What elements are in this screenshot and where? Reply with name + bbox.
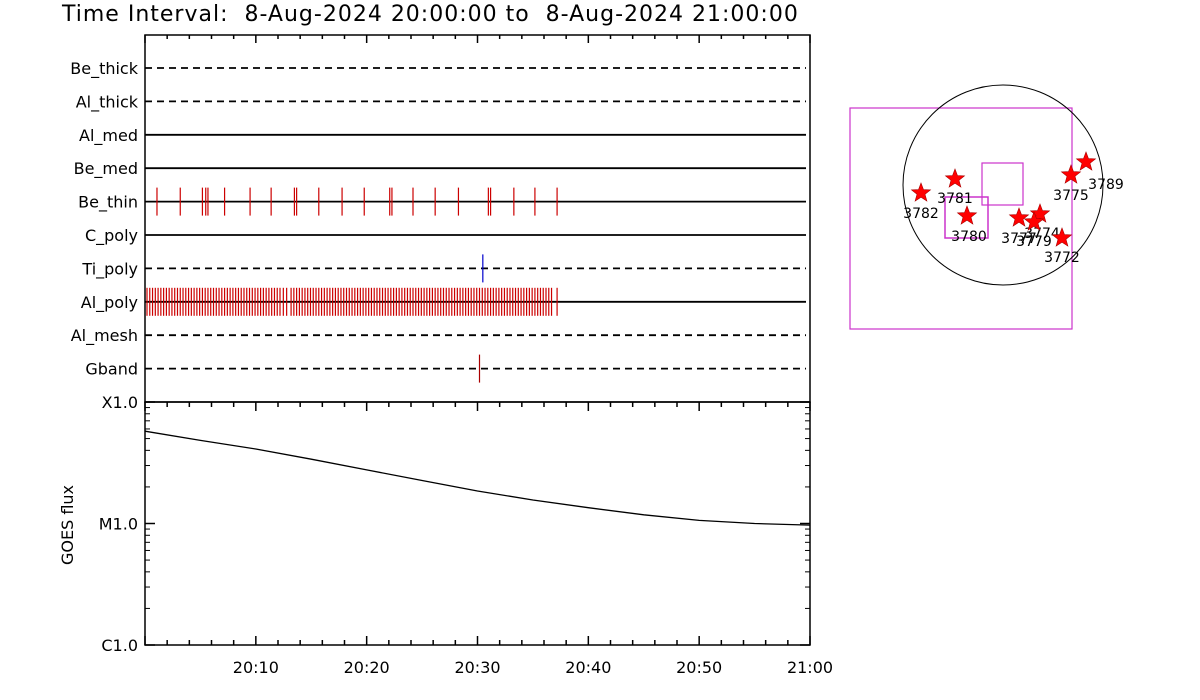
y-tick-label: M1.0 — [99, 515, 138, 534]
timeline-frame — [144, 34, 811, 403]
channel-label-gband: Gband — [85, 360, 138, 379]
active-region-star — [1075, 151, 1097, 171]
y-tick-label: X1.0 — [102, 393, 138, 412]
channel-label-be-med: Be_med — [74, 159, 138, 179]
x-tick-label: 20:10 — [233, 658, 279, 677]
field-of-view-box — [849, 107, 1073, 330]
active-region-star — [910, 182, 932, 202]
channel-label-al-mesh: Al_mesh — [71, 326, 138, 346]
active-region-star — [944, 168, 966, 188]
solar-limb-circle — [902, 84, 1104, 286]
goes-flux-line — [144, 430, 811, 526]
active-region-star — [1060, 164, 1082, 184]
channel-label-be-thick: Be_thick — [70, 59, 138, 79]
active-region-label: 3774 — [1024, 226, 1060, 242]
x-tick-label: 20:30 — [454, 658, 500, 677]
x-tick-label: 21:00 — [787, 658, 833, 677]
event-timeline-panel: Be_thick Al_thick Al_med Be_med Be_thin C_pol… — [70, 34, 811, 403]
pointing-box — [944, 196, 989, 239]
y-axis-label: GOES flux — [58, 485, 77, 565]
plot-title: Time Interval: 8-Aug-2024 20:00:00 to 8-… — [62, 2, 799, 27]
channel-label-be-thin: Be_thin — [78, 193, 138, 213]
active-region-label: 3775 — [1053, 188, 1089, 204]
x-tick-label: 20:20 — [344, 658, 390, 677]
channel-label-ti-poly: Ti_poly — [81, 259, 138, 279]
y-tick-label: C1.0 — [101, 636, 138, 655]
active-region-label: 3777 — [1001, 231, 1037, 247]
active-region-label: 3780 — [951, 229, 987, 245]
channel-label-al-med: Al_med — [79, 126, 138, 146]
channel-label-al-thick: Al_thick — [76, 92, 139, 112]
active-region-label: 3782 — [903, 206, 939, 222]
active-region-label: 3781 — [937, 191, 973, 207]
active-region-label: 3779 — [1016, 234, 1052, 250]
active-region-star — [1023, 211, 1045, 231]
x-tick-label: 20:50 — [676, 658, 722, 677]
goes-flux-panel: X1.0 M1.0 C1.0 GOES flux 20:10 20:20 20:30 20:4… — [58, 393, 833, 677]
x-tick-label: 20:40 — [565, 658, 611, 677]
goes-frame — [144, 401, 811, 646]
pointing-box — [981, 162, 1024, 206]
active-region-star — [1029, 203, 1051, 223]
active-region-star — [1051, 227, 1073, 247]
channel-label-c-poly: C_poly — [85, 226, 138, 246]
active-region-label: 3789 — [1088, 177, 1124, 193]
active-region-star — [1008, 207, 1030, 227]
channel-label-al-poly: Al_poly — [81, 293, 138, 313]
active-region-label: 3772 — [1044, 250, 1080, 266]
active-region-star — [956, 205, 978, 225]
